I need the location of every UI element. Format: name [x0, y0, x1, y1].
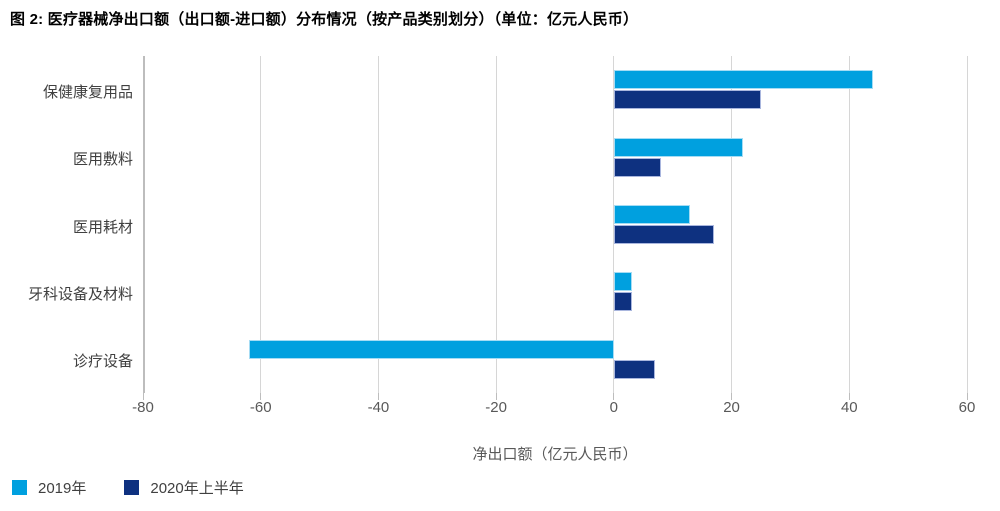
gridline	[142, 56, 145, 393]
gridline	[377, 56, 379, 393]
category-label: 医用敷料	[72, 151, 133, 169]
bar-series1	[613, 70, 873, 90]
gridline	[966, 56, 968, 393]
bar-series1	[613, 272, 632, 292]
bar-series2	[613, 359, 656, 379]
gridline	[613, 56, 615, 393]
x-tick-label: -20	[485, 399, 507, 416]
tick-mark	[613, 393, 615, 400]
gridline	[848, 56, 850, 393]
tick-mark	[966, 393, 968, 400]
legend-label: 2019年	[38, 480, 87, 497]
x-tick-label: -40	[367, 399, 390, 416]
bar-series2	[613, 292, 632, 312]
x-tick-label: -80	[132, 399, 154, 416]
legend-swatch	[12, 480, 27, 495]
legend-swatch	[124, 480, 140, 495]
x-tick-label: 40	[840, 399, 858, 416]
category-label: 牙科设备及材料	[27, 285, 133, 303]
bar-series1	[248, 339, 614, 359]
gridline	[495, 56, 497, 393]
x-tick-label: 0	[609, 399, 619, 416]
gridline	[731, 56, 733, 393]
legend-item: 2020年上半年	[124, 477, 244, 498]
chart-title: 图 2: 医疗器械净出口额（出口额-进口额）分布情况（按产品类别划分）（单位：亿…	[10, 11, 639, 28]
tick-mark	[377, 393, 379, 400]
x-tick-label: 20	[723, 399, 740, 416]
bar-series2	[613, 225, 714, 244]
x-tick-label: 60	[958, 399, 976, 416]
x-axis-title: 净出口额（亿元人民币）	[472, 446, 638, 463]
category-label: 诊疗设备	[72, 353, 133, 371]
bar-series1	[613, 205, 691, 224]
legend-item: 2019年	[12, 477, 86, 498]
bar-series1	[613, 137, 744, 157]
bar-series2	[613, 157, 661, 177]
bar-series2	[613, 90, 761, 110]
category-label: 保健康复用品	[42, 83, 133, 101]
tick-mark	[495, 393, 497, 400]
tick-mark	[731, 393, 733, 400]
x-tick-label: -60	[249, 399, 272, 416]
gridline	[260, 56, 262, 393]
legend: 2019年 2020年上半年	[12, 477, 244, 498]
category-label: 医用耗材	[72, 218, 133, 236]
tick-mark	[142, 393, 144, 400]
legend-label: 2020年上半年	[150, 480, 244, 497]
tick-mark	[260, 393, 262, 400]
tick-mark	[848, 393, 850, 400]
